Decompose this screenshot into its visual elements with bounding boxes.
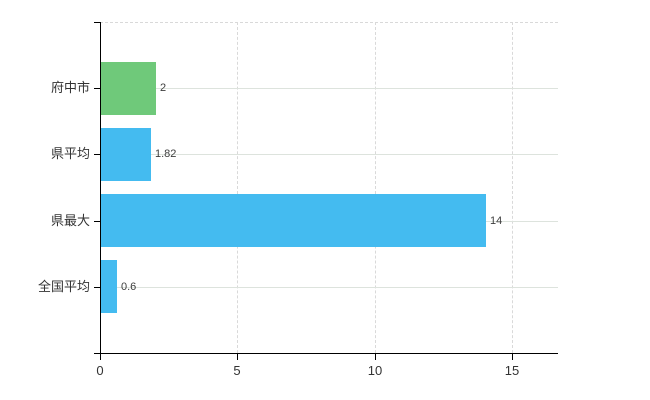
- vertical-gridline: [374, 22, 376, 353]
- plot-top-border: [100, 22, 558, 23]
- x-axis-tick-label: 10: [367, 363, 383, 378]
- x-axis-line: [94, 353, 558, 354]
- bar-value-label: 14: [490, 215, 503, 227]
- y-axis-tick: [94, 221, 100, 222]
- y-axis-end-tick: [94, 22, 100, 23]
- x-axis-tick: [100, 354, 101, 360]
- horizontal-gridline: [100, 287, 558, 288]
- y-axis-tick: [94, 88, 100, 89]
- bar-value-label: 1.82: [155, 148, 177, 160]
- horizontal-gridline: [100, 154, 558, 155]
- category-label: 府中市: [50, 80, 90, 95]
- bar-value-label: 0.6: [121, 281, 137, 293]
- horizontal-gridline: [100, 88, 558, 89]
- x-axis-tick-label: 5: [233, 363, 241, 378]
- y-axis-tick: [94, 154, 100, 155]
- bar-府中市[interactable]: [101, 62, 156, 115]
- x-axis-tick-label: 0: [96, 363, 104, 378]
- x-axis-tick: [512, 354, 513, 360]
- category-label: 県平均: [50, 146, 90, 161]
- x-axis-tick-label: 15: [504, 363, 520, 378]
- bar-県最大[interactable]: [101, 194, 486, 247]
- y-axis-line: [100, 22, 101, 354]
- category-label: 県最大: [50, 213, 90, 228]
- y-axis-tick: [94, 287, 100, 288]
- vertical-gridline: [237, 22, 239, 353]
- x-axis-tick: [237, 354, 238, 360]
- bar-県平均[interactable]: [101, 128, 151, 181]
- bar-value-label: 2: [160, 82, 167, 94]
- x-axis-tick: [375, 354, 376, 360]
- bar-全国平均[interactable]: [101, 260, 117, 313]
- vertical-gridline: [512, 22, 514, 353]
- category-label: 全国平均: [37, 279, 90, 294]
